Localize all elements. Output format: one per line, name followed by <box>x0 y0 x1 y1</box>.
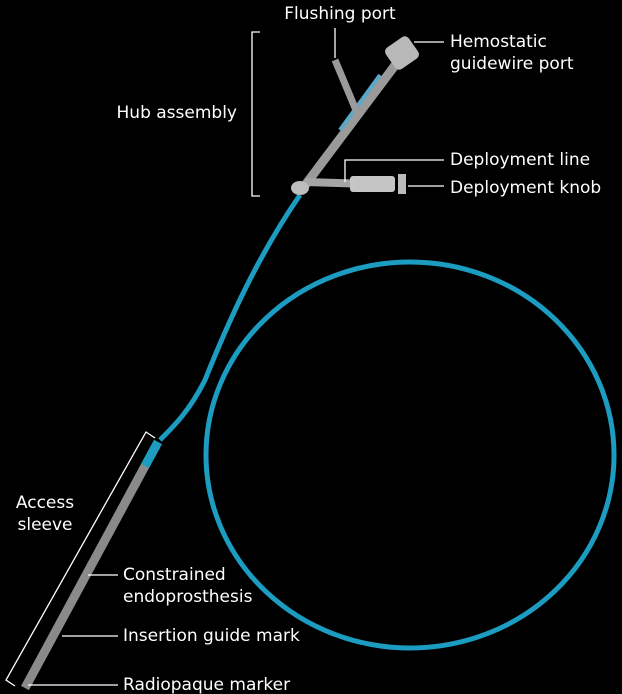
callout-label: Flushing port <box>284 4 396 24</box>
background <box>0 0 622 694</box>
callout-label: Insertion guide mark <box>123 626 300 646</box>
callout-label: Access <box>16 493 74 513</box>
deployment-knob <box>350 176 395 192</box>
callout-label: sleeve <box>17 515 72 535</box>
callout-label: Hub assembly <box>117 103 237 123</box>
callout-label: endoprosthesis <box>123 587 253 607</box>
callout-label: guidewire port <box>450 54 574 74</box>
diagram: Flushing port Hemostaticguidewire port Hub… <box>0 0 622 694</box>
hub-joint <box>291 181 309 195</box>
callout-label: Deployment line <box>450 150 590 170</box>
callout-label: Deployment knob <box>450 178 601 198</box>
knob-end <box>398 174 406 194</box>
callout-label: Constrained <box>123 565 226 585</box>
callout-label: Radiopaque marker <box>123 675 290 694</box>
callout-label: Hemostatic <box>450 32 547 52</box>
